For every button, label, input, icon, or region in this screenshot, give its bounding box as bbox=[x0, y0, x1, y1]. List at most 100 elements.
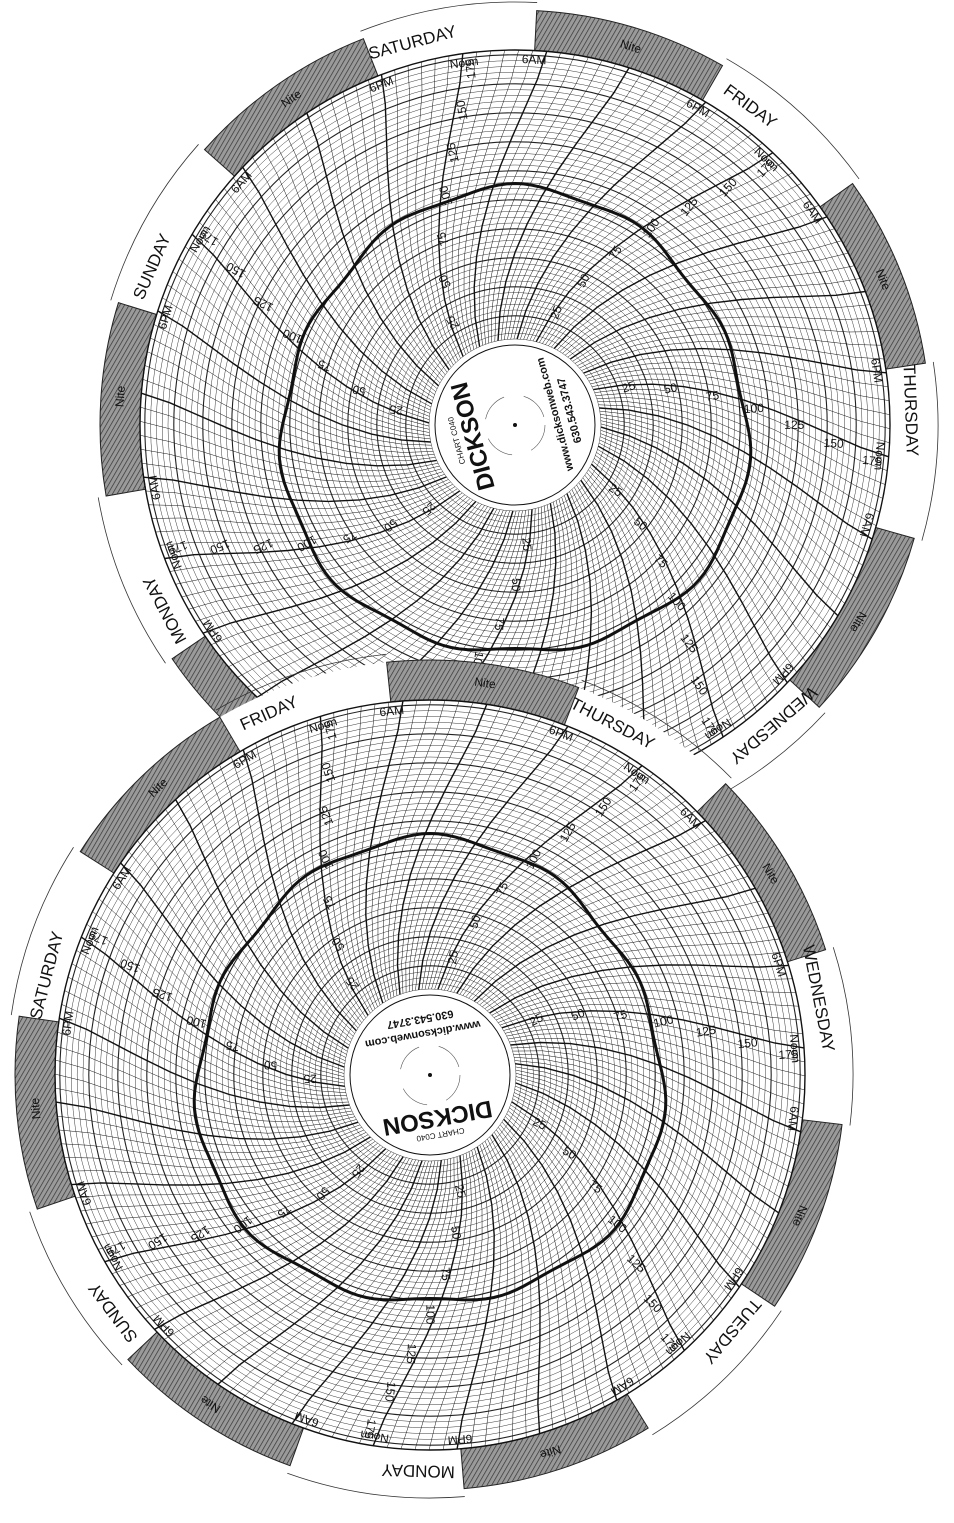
hour-line bbox=[146, 829, 346, 1058]
scale-label: 75 bbox=[606, 243, 625, 262]
hour-line bbox=[111, 1150, 389, 1274]
hour-line bbox=[511, 1101, 686, 1351]
hour-line bbox=[453, 810, 696, 993]
rim-arc bbox=[726, 58, 860, 180]
hour-line bbox=[272, 138, 435, 395]
hour-line bbox=[510, 88, 682, 340]
hour-line bbox=[202, 501, 477, 634]
hour-line bbox=[497, 67, 630, 341]
scale-label: 25 bbox=[547, 303, 565, 321]
hour-line bbox=[355, 85, 446, 375]
hour-line bbox=[219, 764, 354, 1037]
hour-line bbox=[468, 864, 741, 999]
rim-arc bbox=[921, 361, 939, 541]
time-label: 6PM bbox=[59, 1010, 76, 1036]
ring bbox=[245, 890, 615, 1260]
hour-line bbox=[423, 58, 459, 361]
scale-label: 50 bbox=[560, 1144, 579, 1163]
day-label: MONDAY bbox=[381, 1460, 455, 1481]
time-label: 6AM bbox=[146, 474, 164, 501]
hour-line bbox=[437, 765, 643, 990]
hour-line bbox=[503, 1118, 618, 1401]
ring bbox=[262, 907, 598, 1243]
hour-line bbox=[444, 782, 665, 991]
hour-line bbox=[175, 494, 465, 585]
ring bbox=[324, 234, 706, 616]
hour-line bbox=[224, 188, 431, 411]
ring bbox=[134, 779, 726, 1371]
hour-line bbox=[584, 475, 675, 765]
hour-line bbox=[551, 205, 819, 348]
hour-line bbox=[505, 1116, 629, 1394]
scale-label: 100 bbox=[185, 1013, 208, 1031]
hour-line bbox=[71, 963, 346, 1093]
ring bbox=[326, 971, 534, 1179]
hour-line bbox=[105, 886, 345, 1074]
hour-line bbox=[207, 772, 352, 1040]
hour-line bbox=[515, 1079, 748, 1276]
scale-label: 75 bbox=[493, 880, 511, 898]
rim-arc bbox=[581, 679, 732, 779]
hour-line bbox=[169, 492, 463, 572]
hour-line bbox=[515, 1082, 740, 1288]
scale-label: 25 bbox=[443, 313, 462, 332]
hour-line bbox=[127, 1153, 395, 1298]
ring bbox=[59, 704, 801, 1446]
hour-line bbox=[359, 1156, 459, 1444]
hour-line bbox=[188, 498, 471, 610]
ring bbox=[428, 338, 602, 512]
hour-line bbox=[514, 1089, 723, 1310]
hour-line bbox=[231, 756, 355, 1034]
hour-line bbox=[489, 964, 789, 1014]
hour-line bbox=[512, 1098, 695, 1341]
scale-label: 100 bbox=[652, 1012, 675, 1030]
ring bbox=[364, 274, 666, 576]
ring bbox=[88, 733, 772, 1417]
hour-line bbox=[491, 60, 603, 343]
hour-line bbox=[140, 435, 442, 483]
time-label: Noon bbox=[787, 1034, 803, 1064]
hour-line bbox=[145, 479, 449, 509]
ring bbox=[289, 199, 741, 651]
hour-line bbox=[232, 177, 432, 408]
hour-line bbox=[54, 1073, 355, 1128]
scale-label: 175 bbox=[362, 1418, 379, 1440]
ring bbox=[314, 959, 546, 1191]
scale-label: 150 bbox=[382, 1381, 398, 1403]
hour-line bbox=[242, 166, 433, 405]
ring bbox=[332, 977, 528, 1173]
scale-label: 175 bbox=[862, 453, 884, 469]
scale-label: 75 bbox=[320, 893, 339, 912]
ring bbox=[65, 710, 795, 1440]
ring bbox=[422, 332, 608, 518]
hour-line bbox=[565, 265, 855, 356]
hour-line bbox=[520, 109, 718, 340]
hour-line bbox=[59, 1017, 350, 1109]
hour-line bbox=[174, 799, 349, 1049]
hour-line bbox=[368, 79, 448, 373]
hour-line bbox=[515, 1073, 762, 1252]
hour-line bbox=[55, 1059, 354, 1123]
hour-line bbox=[515, 1076, 755, 1264]
ring bbox=[318, 228, 712, 622]
hour-line bbox=[512, 1050, 796, 1160]
hour-line bbox=[513, 1095, 705, 1331]
hour-line bbox=[405, 709, 515, 993]
scale-label: 25 bbox=[388, 402, 403, 418]
hour-line bbox=[591, 463, 724, 738]
hour-line bbox=[157, 310, 431, 443]
scale-label: 50 bbox=[574, 271, 593, 289]
hour-line bbox=[136, 1154, 398, 1309]
hour-line bbox=[57, 1031, 351, 1112]
rim-arc bbox=[287, 1472, 465, 1499]
scale-label: 125 bbox=[404, 1343, 419, 1364]
hour-line bbox=[504, 77, 656, 340]
ring bbox=[277, 187, 753, 663]
hour-line bbox=[372, 1155, 464, 1446]
pen-trace bbox=[277, 181, 753, 652]
ring bbox=[129, 774, 731, 1376]
hour-line bbox=[142, 379, 436, 462]
hour-line bbox=[500, 1124, 593, 1414]
hour-line bbox=[155, 486, 456, 534]
scale-label: 125 bbox=[784, 418, 804, 432]
